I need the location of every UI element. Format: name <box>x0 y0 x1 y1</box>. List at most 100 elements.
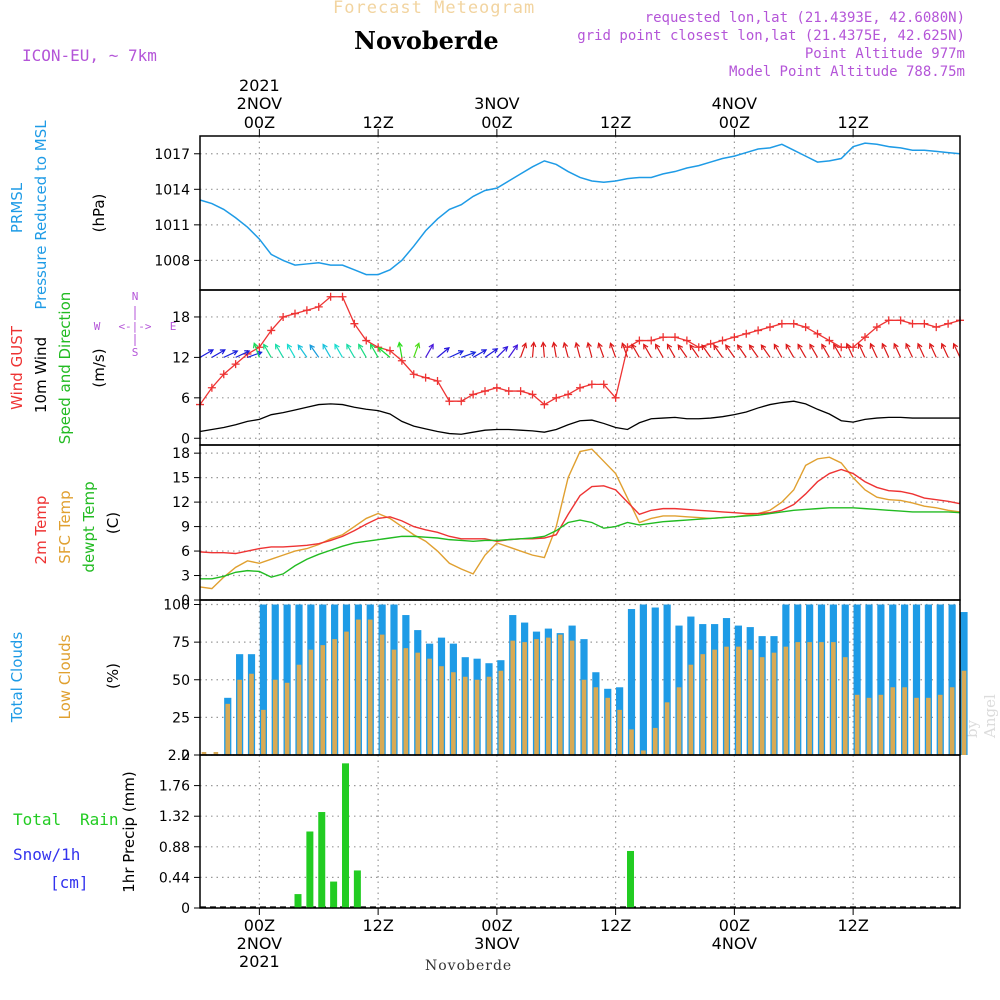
wind-arrow-head <box>346 343 352 350</box>
wind-arrow-head <box>322 343 328 350</box>
gust-marker <box>433 376 442 385</box>
gust-marker <box>302 306 311 315</box>
gust-marker <box>813 329 822 338</box>
low-cloud-bar <box>201 751 207 755</box>
wind-arrow <box>773 343 783 358</box>
gust-marker <box>920 319 929 328</box>
wind-arrow-head <box>833 343 839 350</box>
total-cloud-bar <box>901 604 909 755</box>
wind-arrow-head <box>597 342 603 349</box>
gust-marker <box>326 292 335 301</box>
gust-marker <box>872 323 881 332</box>
gust-marker <box>611 393 620 402</box>
pressure-line <box>199 142 961 276</box>
low-cloud-bar <box>403 648 409 755</box>
time-label-top: 12Z <box>837 113 868 132</box>
wind-arrow <box>677 344 688 358</box>
wind-arrow-head <box>397 341 403 348</box>
wind-arrow-shaft <box>941 343 949 358</box>
model-label: ICON-EU, ~ 7km <box>22 46 157 65</box>
time-label-bottom: 12Z <box>837 916 868 935</box>
label-2m-temp: 2m Temp <box>32 496 50 565</box>
y-tick-label-precip: 2.2 <box>168 748 190 764</box>
wind-arrow <box>369 343 379 358</box>
label-total: Total <box>13 810 61 829</box>
wind-arrow <box>274 343 284 358</box>
wind-arrow-shaft <box>370 344 379 358</box>
label-rain: Rain <box>80 810 119 829</box>
date-label-top: 3NOV <box>474 94 519 113</box>
low-cloud-bar <box>510 640 516 755</box>
low-cloud-bar <box>641 750 646 755</box>
wind-arrow-head <box>905 342 911 349</box>
low-cloud-bar <box>451 672 456 755</box>
wind-arrow-head <box>274 343 281 350</box>
chart-kind-title: Forecast Meteogram <box>333 0 536 18</box>
y-tick-label-wind: 18 <box>172 310 190 326</box>
wind-arrow <box>736 344 747 358</box>
low-cloud-bar <box>949 687 955 755</box>
wind-arrow-head <box>643 343 649 350</box>
wind-arrow-head <box>481 349 488 355</box>
y-tick-label-temperature: 18 <box>172 446 190 462</box>
wind-arrow <box>263 343 272 358</box>
compass-west: W <box>94 320 101 333</box>
gust-marker <box>445 397 454 406</box>
low-cloud-bar <box>427 658 432 755</box>
y-tick-label-clouds: 50 <box>172 673 190 689</box>
wind-arrow <box>748 344 759 358</box>
wind-arrow <box>917 342 925 358</box>
gust-marker <box>849 343 858 352</box>
label-ms: (m/s) <box>90 348 108 387</box>
gust-marker <box>219 370 228 379</box>
wind-arrow-shaft <box>425 344 434 358</box>
wind-arrow-head <box>428 343 434 350</box>
wind-arrow <box>377 346 391 358</box>
wind-arrow-shaft <box>725 344 735 358</box>
wind-arrow-head <box>797 343 803 350</box>
wind-arrow <box>551 341 558 358</box>
gust-marker <box>564 390 573 399</box>
low-cloud-bar <box>225 703 231 755</box>
low-cloud-bar <box>284 682 290 755</box>
wind-arrow-shaft <box>846 343 854 358</box>
wind-arrow-shaft <box>917 343 925 358</box>
location-title: Novoberde <box>354 26 499 55</box>
label-cm: [cm] <box>50 873 89 892</box>
wind-arrow-head <box>369 343 376 350</box>
low-cloud-bar <box>736 646 741 755</box>
y-tick-label-precip: 1.76 <box>159 779 190 795</box>
wind-arrow-head <box>530 341 537 348</box>
wind-arrow <box>609 342 617 358</box>
wind-arrow-head <box>574 341 581 348</box>
label-celsius: (C) <box>104 512 122 534</box>
low-cloud-bar <box>344 631 349 755</box>
y-tick-label-pressure: 1008 <box>154 253 190 269</box>
wind-arrow-shaft <box>858 343 866 358</box>
wind-arrow <box>893 342 902 358</box>
low-cloud-bar <box>771 652 777 755</box>
gust-marker <box>207 383 216 392</box>
wind-arrow-shaft <box>263 344 272 358</box>
low-cloud-bar <box>664 702 670 755</box>
wind-arrow-shaft <box>484 348 498 358</box>
y-tick-label-precip: 1.32 <box>159 809 190 825</box>
low-cloud-bar <box>617 709 622 755</box>
wind-arrow-shaft <box>785 344 795 358</box>
low-cloud-bar <box>546 637 551 755</box>
wind-arrow-head <box>809 343 815 350</box>
wind-speed-line <box>199 400 960 435</box>
wind-arrow-head <box>512 344 519 351</box>
wind-arrow-head <box>540 341 547 348</box>
wind-arrow-shaft <box>275 344 284 358</box>
wind-arrow-head <box>725 344 731 351</box>
low-cloud-bar <box>854 694 860 755</box>
grid-point: grid point closest lon,lat (21.4375E, 42… <box>577 28 965 44</box>
wind-arrow-head <box>857 342 864 349</box>
wind-arrow-head <box>666 343 673 350</box>
wind-arrow-head <box>701 344 707 351</box>
gust-marker <box>492 383 501 392</box>
wind-arrow-head <box>952 342 959 349</box>
low-cloud-bar <box>581 679 587 755</box>
wind-arrow-shaft <box>358 344 367 358</box>
